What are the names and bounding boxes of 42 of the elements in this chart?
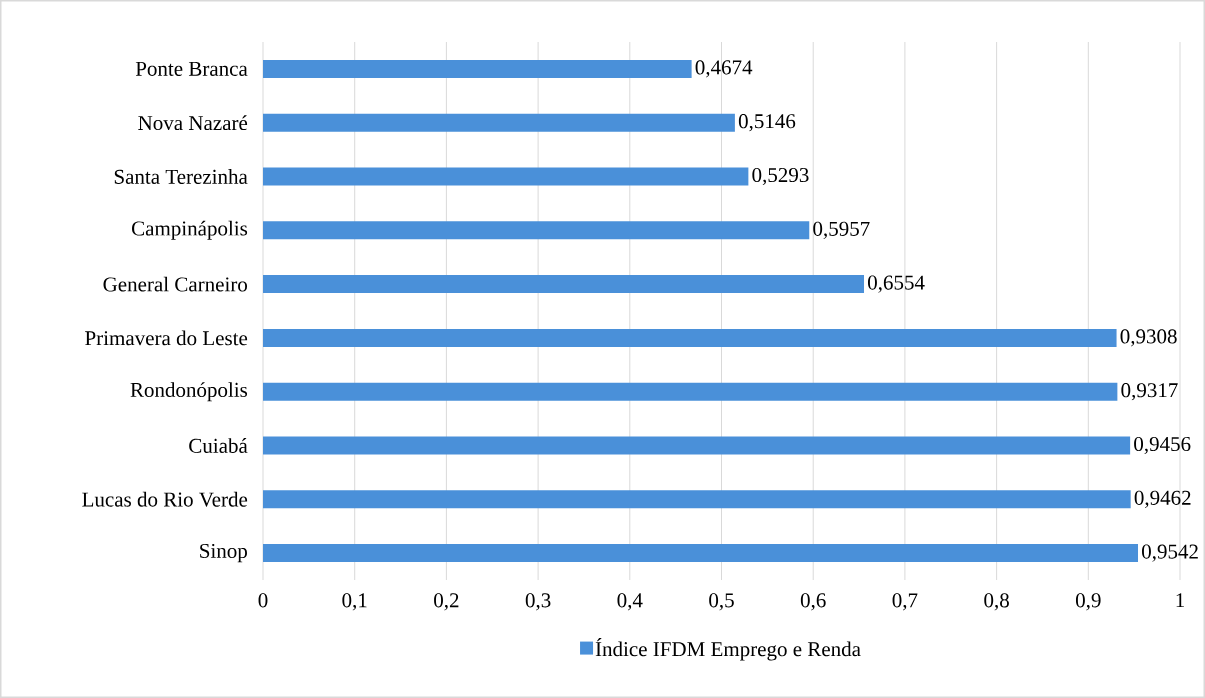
y-tick-label: Sinop: [200, 543, 247, 563]
x-tick-label: 1: [1176, 593, 1184, 608]
bar: [263, 113, 735, 132]
x-tick-label: 0,4: [617, 593, 643, 611]
x-tick-label: 0,7: [892, 593, 918, 611]
data-label: 0,4674: [695, 60, 753, 78]
x-tick-label: 0,8: [984, 593, 1009, 611]
data-label: 0,9462: [1134, 490, 1191, 508]
x-tick-label: 0,3: [525, 593, 551, 611]
data-label: 0,9317: [1121, 383, 1178, 401]
data-label: 0,6554: [868, 275, 925, 293]
x-tick-label: 0,1: [342, 593, 367, 611]
bar: [263, 382, 1118, 401]
data-label: 0,5293: [752, 167, 809, 186]
y-tick-label: Ponte Branca: [135, 61, 248, 76]
data-label: 0,9542: [1142, 544, 1198, 562]
y-tick-label: Santa Terezinha: [114, 169, 248, 184]
data-label: 0,5146: [738, 114, 796, 132]
x-tick-label: 0,2: [434, 593, 459, 611]
y-tick-label: Lucas do Rio Verde: [82, 491, 248, 507]
y-tick-label: Nova Nazaré: [138, 115, 248, 131]
bar: [263, 59, 692, 78]
bar: [263, 490, 1131, 509]
bar: [263, 221, 810, 240]
y-tick-label: General Carneiro: [103, 276, 248, 292]
y-tick-label: Rondonópolis: [130, 382, 248, 402]
data-label: 0,9456: [1134, 436, 1191, 455]
data-label: 0,9308: [1120, 329, 1177, 347]
bar: [263, 167, 749, 186]
y-tick-label: Cuiabá: [189, 438, 248, 453]
x-tick-label: 0,6: [800, 593, 826, 611]
bar: [263, 436, 1131, 455]
bar: [263, 544, 1139, 563]
x-tick-label: 0,9: [1075, 593, 1101, 611]
bar: [263, 328, 1117, 347]
y-tick-label: Campinápolis: [132, 220, 248, 240]
y-tick-label: Primavera do Leste: [85, 330, 248, 346]
bar: [263, 275, 865, 294]
legend-label: Índice IFDM Emprego e Renda: [595, 637, 861, 661]
x-tick-label: 0,5: [709, 593, 734, 611]
data-label: 0,5957: [813, 221, 870, 239]
x-tick-label: 0: [258, 593, 268, 608]
